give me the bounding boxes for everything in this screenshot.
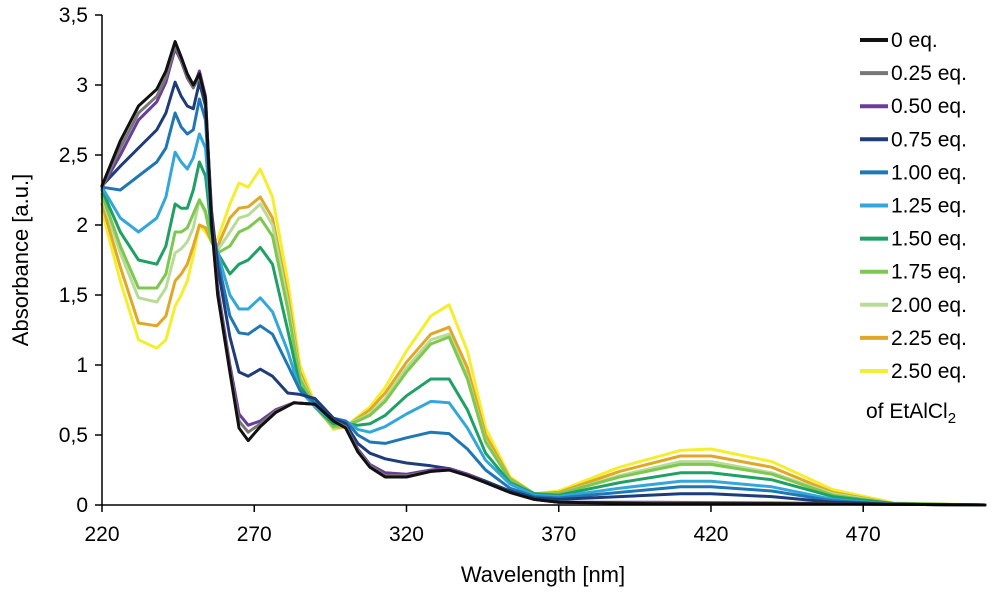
legend-label: 2.50 eq. xyxy=(891,360,967,383)
x-tick-label: 470 xyxy=(846,523,881,546)
axes: 220 270 320 370 420 470 0 0,5 1 1,5 2 2,5 3 3,5 xyxy=(59,4,985,546)
x-axis-title: Wavelength [nm] xyxy=(461,562,625,587)
legend-label: 0 eq. xyxy=(891,29,938,52)
legend-label: 1.00 eq. xyxy=(891,161,967,184)
y-ticks: 0 0,5 1 1,5 2 2,5 3 3,5 xyxy=(59,4,102,517)
x-tick-label: 220 xyxy=(84,523,119,546)
x-tick-label: 370 xyxy=(541,523,576,546)
series-line-1 xyxy=(100,44,987,507)
x-tick-label: 320 xyxy=(389,523,424,546)
legend-label: 2.25 eq. xyxy=(891,327,967,350)
plot-lines xyxy=(100,40,987,507)
series-line-0 xyxy=(100,40,987,507)
y-tick-label: 1,5 xyxy=(59,284,88,307)
y-tick-label: 2 xyxy=(76,214,88,237)
series-line-10 xyxy=(100,167,987,507)
x-tick-label: 270 xyxy=(237,523,272,546)
legend-note: of EtAlCl2 xyxy=(866,400,956,427)
legend-label: 0.75 eq. xyxy=(891,128,967,151)
legend-label: 2.00 eq. xyxy=(891,294,967,317)
legend-note-prefix: of EtAlCl xyxy=(866,400,948,423)
legend-label: 0.50 eq. xyxy=(891,95,967,118)
y-axis-title: Absorbance [a.u.] xyxy=(8,174,33,346)
y-tick-label: 3,5 xyxy=(59,4,88,27)
legend-label: 0.25 eq. xyxy=(891,62,967,85)
y-tick-label: 2,5 xyxy=(59,144,88,167)
x-tick-label: 420 xyxy=(693,523,728,546)
series-line-5 xyxy=(100,132,987,507)
y-tick-label: 0 xyxy=(76,494,88,517)
legend-label: 1.50 eq. xyxy=(891,228,967,251)
series-line-2 xyxy=(100,47,987,507)
y-tick-label: 0,5 xyxy=(59,424,88,447)
y-tick-label: 3 xyxy=(76,74,88,97)
legend-note-subscript: 2 xyxy=(948,410,956,427)
series-line-3 xyxy=(100,80,987,507)
legend: 0 eq. 0.25 eq. 0.50 eq. 0.75 eq. 1.00 eq. 1.2… xyxy=(860,29,967,383)
x-ticks: 220 270 320 370 420 470 xyxy=(84,505,881,546)
y-tick-label: 1 xyxy=(76,354,88,377)
legend-label: 1.25 eq. xyxy=(891,195,967,218)
legend-label: 1.75 eq. xyxy=(891,261,967,284)
